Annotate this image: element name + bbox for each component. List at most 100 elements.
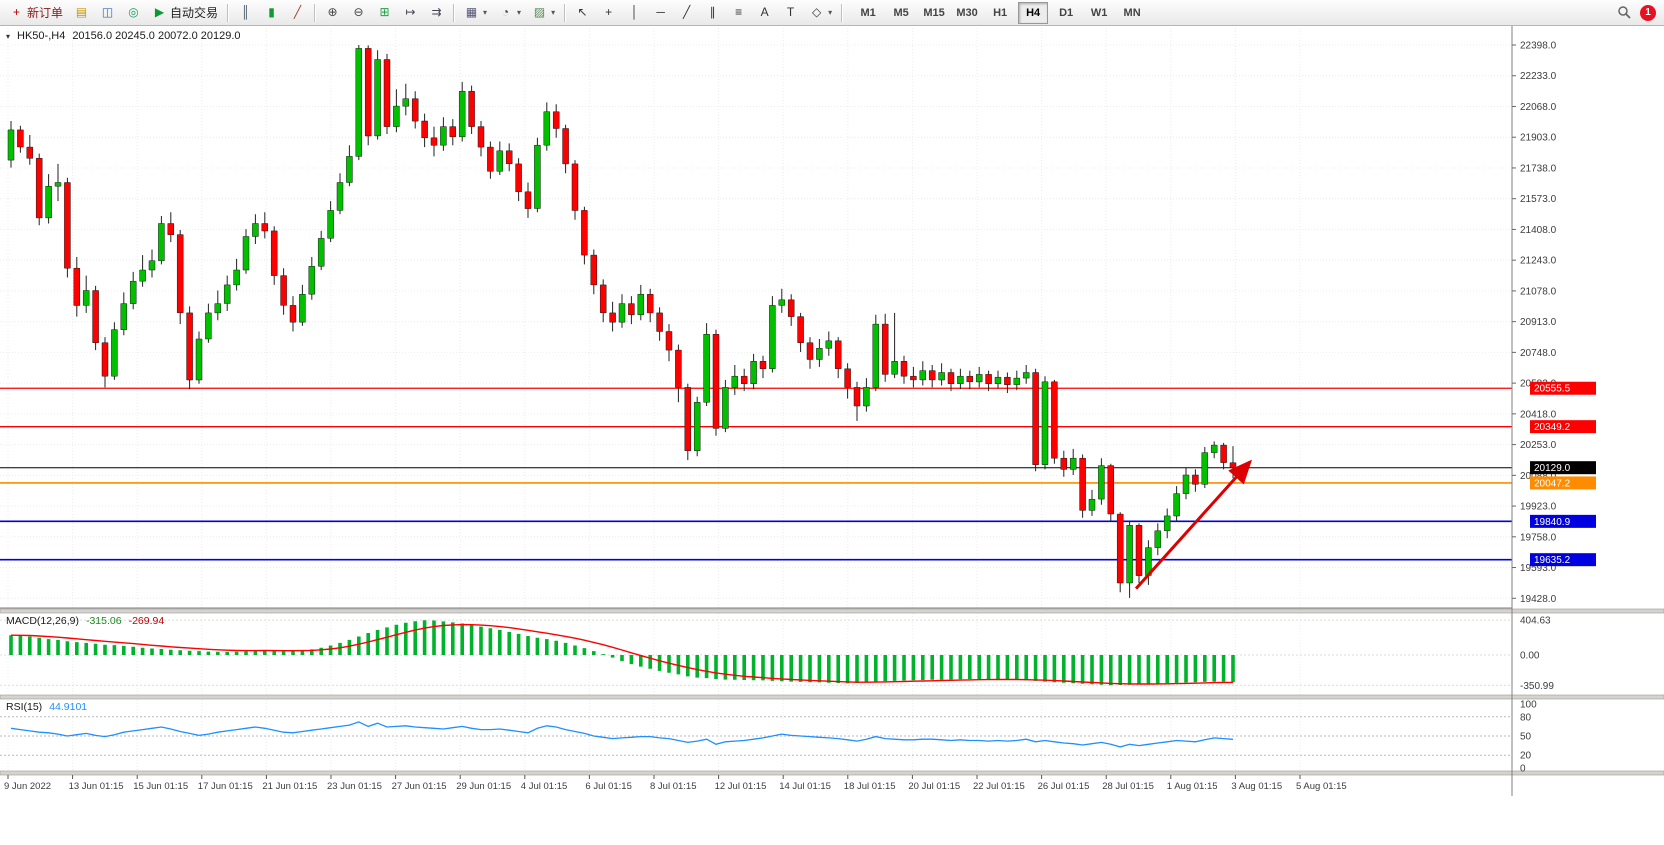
price-axis-label: 21903.0 — [1520, 133, 1557, 144]
tile-windows-button[interactable]: ⊞ — [372, 1, 397, 25]
templates-button[interactable]: ▨ ▾ — [527, 1, 560, 25]
horizontal-line-button[interactable]: ─ — [648, 1, 673, 25]
crosshair-icon: + — [605, 5, 613, 19]
chart-canvas[interactable]: 22398.0 22233.0 22068.0 21903.0 21738.0 21573… — [0, 26, 1664, 845]
cursor-button[interactable]: ↖ — [570, 1, 595, 25]
chevron-down-icon: ▾ — [551, 8, 556, 17]
bear-candles — [17, 48, 1237, 584]
price-tag-text: 20349.2 — [1534, 422, 1571, 433]
timeframe-m15[interactable]: M15 — [923, 6, 945, 19]
vertical-line-button[interactable]: │ — [622, 1, 647, 25]
price-axis-label: 20418.0 — [1520, 409, 1557, 420]
toolbar-separator — [314, 3, 317, 22]
community-icon: ◎ — [128, 5, 139, 19]
candlestick-button[interactable]: ▮ — [259, 1, 284, 25]
chevron-down-icon: ▾ — [483, 8, 488, 17]
notification-badge[interactable]: 1 — [1640, 4, 1656, 21]
vertical-line-icon: │ — [630, 5, 639, 19]
zoom-in-icon: ⊕ — [327, 5, 338, 19]
time-axis-label: 9 Jun 2022 — [4, 781, 51, 792]
label-button[interactable]: T — [778, 1, 803, 25]
timeframe-d1[interactable]: D1 — [1059, 6, 1074, 19]
profiles-button[interactable]: ◫ — [95, 1, 120, 25]
zoom-out-button[interactable]: ⊖ — [346, 1, 371, 25]
time-axis-label: 5 Aug 01:15 — [1296, 781, 1347, 792]
new-chart-icon: ▦ — [465, 5, 478, 19]
toolbar-separator — [227, 3, 230, 22]
shapes-button[interactable]: ◇ ▾ — [804, 1, 837, 25]
fibonacci-icon: ≡ — [735, 5, 743, 19]
price-tag-resistance-lower — [1530, 420, 1596, 434]
auto-scroll-button[interactable]: ⇉ — [424, 1, 449, 25]
auto-scroll-icon: ⇉ — [431, 5, 442, 19]
macd-axis-label: -350.99 — [1520, 681, 1554, 692]
shapes-icon: ◇ — [811, 5, 822, 19]
price-axis-label: 19923.0 — [1520, 502, 1557, 513]
price-axis-label: 20088.0 — [1520, 471, 1557, 482]
timeframe-m30[interactable]: M30 — [956, 6, 978, 19]
trendline-button[interactable]: ╱ — [674, 1, 699, 25]
toolbar-separator — [564, 3, 567, 22]
price-tag-text: 19840.9 — [1534, 517, 1571, 528]
community-button[interactable]: ◎ — [121, 1, 146, 25]
rsi-axis-label: 50 — [1520, 732, 1532, 743]
trend-arrow[interactable] — [1134, 459, 1253, 590]
toolbar-left: + 新订单 ▤ ◫ ◎ ▶ 自动交易 ║ ▮ ╱ ⊕ ⊖ ⊞ ↦ ⇉ ▦ ▾ ◔ ▾ ▨ ▾ ↖ + │ ─ ╱ ∥ ≡ A T ◇ ▾ — [4, 1, 846, 25]
zoom-in-button[interactable]: ⊕ — [320, 1, 345, 25]
horizontal-line-icon: ─ — [656, 5, 665, 19]
macd-histogram — [9, 620, 1235, 686]
time-axis-label: 12 Jul 01:15 — [715, 781, 767, 792]
text-button[interactable]: A — [752, 1, 777, 25]
splitter-rsi[interactable] — [0, 694, 1664, 700]
autotrading-button[interactable]: ▶ 自动交易 — [147, 1, 223, 25]
toolbar-separator — [453, 3, 456, 22]
search-icon[interactable] — [1617, 5, 1632, 20]
bar-chart-icon: ║ — [241, 5, 250, 19]
channel-button[interactable]: ∥ — [700, 1, 725, 25]
files-icon: ▤ — [75, 5, 88, 19]
timeframe-h4[interactable]: H4 — [1018, 1, 1049, 24]
rsi-axis-label: 100 — [1520, 700, 1537, 711]
candlestick-icon: ▮ — [268, 5, 275, 19]
time-axis-label: 4 Jul 01:15 — [521, 781, 567, 792]
price-tag-pending-order — [1530, 476, 1596, 490]
time-axis-label: 22 Jul 01:15 — [973, 781, 1025, 792]
zoom-out-icon: ⊖ — [353, 5, 364, 19]
time-axis-label: 13 Jun 01:15 — [69, 781, 124, 792]
time-axis-label: 18 Jul 01:15 — [844, 781, 896, 792]
timeframe-group: M1 M5 M15 M30 H1 H4 D1 W1 MN — [852, 1, 1148, 24]
chevron-down-icon: ▾ — [517, 8, 522, 17]
time-axis-label: 6 Jul 01:15 — [585, 781, 631, 792]
price-tag-text: 20129.0 — [1534, 463, 1571, 474]
bar-chart-button[interactable]: ║ — [233, 1, 258, 25]
toolbar-separator — [841, 3, 844, 22]
timeframe-mn[interactable]: MN — [1123, 6, 1141, 19]
chevron-down-icon: ▾ — [828, 8, 833, 17]
line-chart-button[interactable]: ╱ — [285, 1, 310, 25]
price-axis-label: 22068.0 — [1520, 102, 1557, 113]
channel-icon: ∥ — [709, 5, 716, 19]
rsi-axis-label: 0 — [1520, 764, 1526, 775]
new-chart-button[interactable]: ▦ ▾ — [459, 1, 492, 25]
price-axis-label: 20913.0 — [1520, 317, 1557, 328]
timeframe-h1[interactable]: H1 — [993, 6, 1008, 19]
time-axis-label: 14 Jul 01:15 — [779, 781, 831, 792]
price-axis-label: 22398.0 — [1520, 41, 1557, 52]
price-tag-text: 20047.2 — [1534, 478, 1571, 489]
price-axis-label: 21408.0 — [1520, 225, 1557, 236]
chart-shift-button[interactable]: ↦ — [398, 1, 423, 25]
timeframe-m1[interactable]: M1 — [860, 6, 876, 19]
timeframe-w1[interactable]: W1 — [1090, 6, 1108, 19]
fibonacci-button[interactable]: ≡ — [726, 1, 751, 25]
splitter-timeline[interactable] — [0, 770, 1664, 776]
files-button[interactable]: ▤ — [69, 1, 94, 25]
new-order-icon: + — [12, 5, 20, 19]
periods-button[interactable]: ◔ ▾ — [493, 1, 526, 25]
splitter-macd[interactable] — [0, 608, 1664, 614]
rsi-axis-label: 20 — [1520, 751, 1532, 762]
time-axis-label: 27 Jun 01:15 — [392, 781, 447, 792]
crosshair-button[interactable]: + — [596, 1, 621, 25]
price-tag-current-price — [1530, 461, 1596, 475]
new-order-button[interactable]: + 新订单 — [4, 1, 68, 25]
timeframe-m5[interactable]: M5 — [893, 6, 909, 19]
